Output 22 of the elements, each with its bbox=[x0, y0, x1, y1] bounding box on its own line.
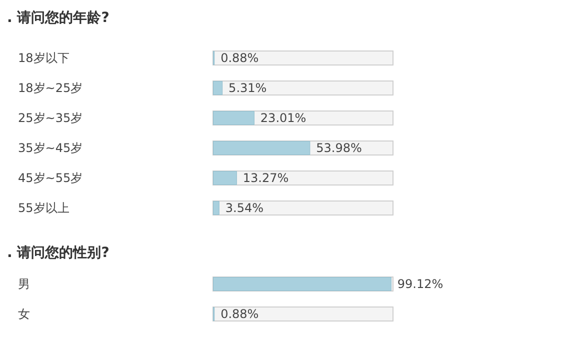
y-tick-label: 男 bbox=[18, 277, 30, 291]
data-label: 99.12% bbox=[397, 277, 444, 291]
data-label: 3.54% bbox=[225, 201, 264, 215]
bar bbox=[213, 111, 254, 125]
data-label: 53.98% bbox=[316, 141, 362, 155]
data-label: 5.31% bbox=[228, 81, 267, 95]
y-tick-label: 25岁~35岁 bbox=[18, 111, 83, 125]
y-tick-label: 18岁以下 bbox=[18, 51, 70, 65]
y-tick-label: 55岁以上 bbox=[18, 201, 70, 215]
data-label: 23.01% bbox=[260, 111, 306, 125]
bar bbox=[213, 201, 220, 215]
data-label: 0.88% bbox=[220, 51, 259, 65]
data-label: 13.27% bbox=[242, 171, 289, 185]
y-tick-label: 女 bbox=[18, 307, 30, 321]
bar bbox=[213, 81, 223, 95]
text: . 请问您的性别? bbox=[7, 245, 110, 261]
text: . 请问您的年龄? bbox=[7, 10, 110, 26]
bar bbox=[213, 171, 237, 185]
y-tick-label: 45岁~55岁 bbox=[18, 171, 83, 185]
y-tick-label: 18岁~25岁 bbox=[18, 81, 83, 95]
y-tick-label: 35岁~45岁 bbox=[18, 141, 83, 155]
data-label: 0.88% bbox=[220, 307, 259, 321]
